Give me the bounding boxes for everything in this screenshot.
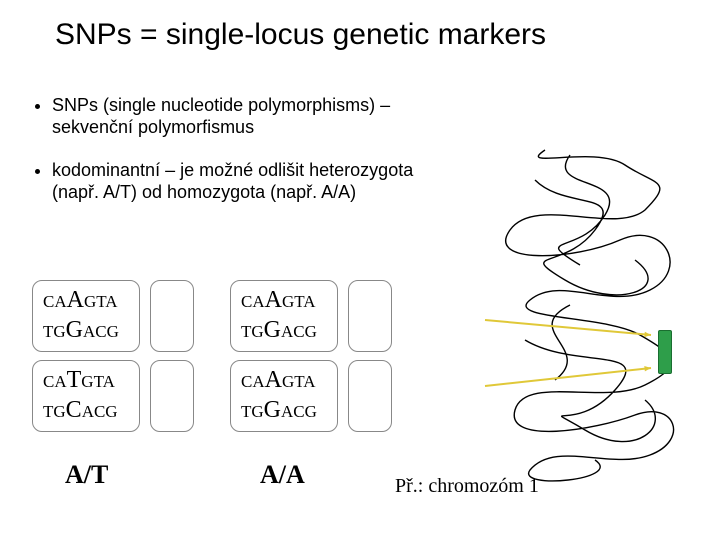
sequence-box: CATGTATGCACG (32, 360, 140, 432)
seq-bottom-strand: TGGACG (241, 395, 327, 425)
pointer-line (485, 368, 651, 386)
bullet-list: SNPs (single nucleotide polymorphisms) –… (30, 95, 460, 225)
seq-top-strand: CAAGTA (241, 285, 327, 315)
bullet-item: SNPs (single nucleotide polymorphisms) –… (52, 95, 460, 138)
sequence-spacer-box (150, 280, 194, 352)
sequence-pair: CAAGTATGGACG (32, 280, 194, 352)
sequence-box: CAAGTATGGACG (32, 280, 140, 352)
slide-title: SNPs = single-locus genetic markers (55, 18, 546, 52)
sequence-spacer-box (348, 360, 392, 432)
chromosome-illustration (475, 140, 705, 490)
chromosome-svg (475, 140, 705, 490)
sequence-box: CAAGTATGGACG (230, 360, 338, 432)
sequence-pair: CAAGTATGGACG (230, 280, 392, 352)
sequence-spacer-box (348, 280, 392, 352)
sequence-box: CAAGTATGGACG (230, 280, 338, 352)
seq-bottom-strand: TGGACG (241, 315, 327, 345)
genotype-label: A/T (65, 460, 108, 490)
sequence-pair: CAAGTATGGACG (230, 360, 392, 432)
seq-top-strand: CAAGTA (43, 285, 129, 315)
genotype-label: A/A (260, 460, 305, 490)
bullet-item: kodominantní – je možné odlišit heterozy… (52, 160, 460, 203)
seq-top-strand: CAAGTA (241, 365, 327, 395)
sequence-spacer-box (150, 360, 194, 432)
sequence-pair: CATGTATGCACG (32, 360, 194, 432)
seq-top-strand: CATGTA (43, 365, 129, 395)
pointer-line (485, 320, 651, 335)
seq-bottom-strand: TGCACG (43, 395, 129, 425)
seq-bottom-strand: TGGACG (43, 315, 129, 345)
chromatin-scribble-icon (506, 150, 674, 481)
gene-marker (658, 330, 672, 374)
